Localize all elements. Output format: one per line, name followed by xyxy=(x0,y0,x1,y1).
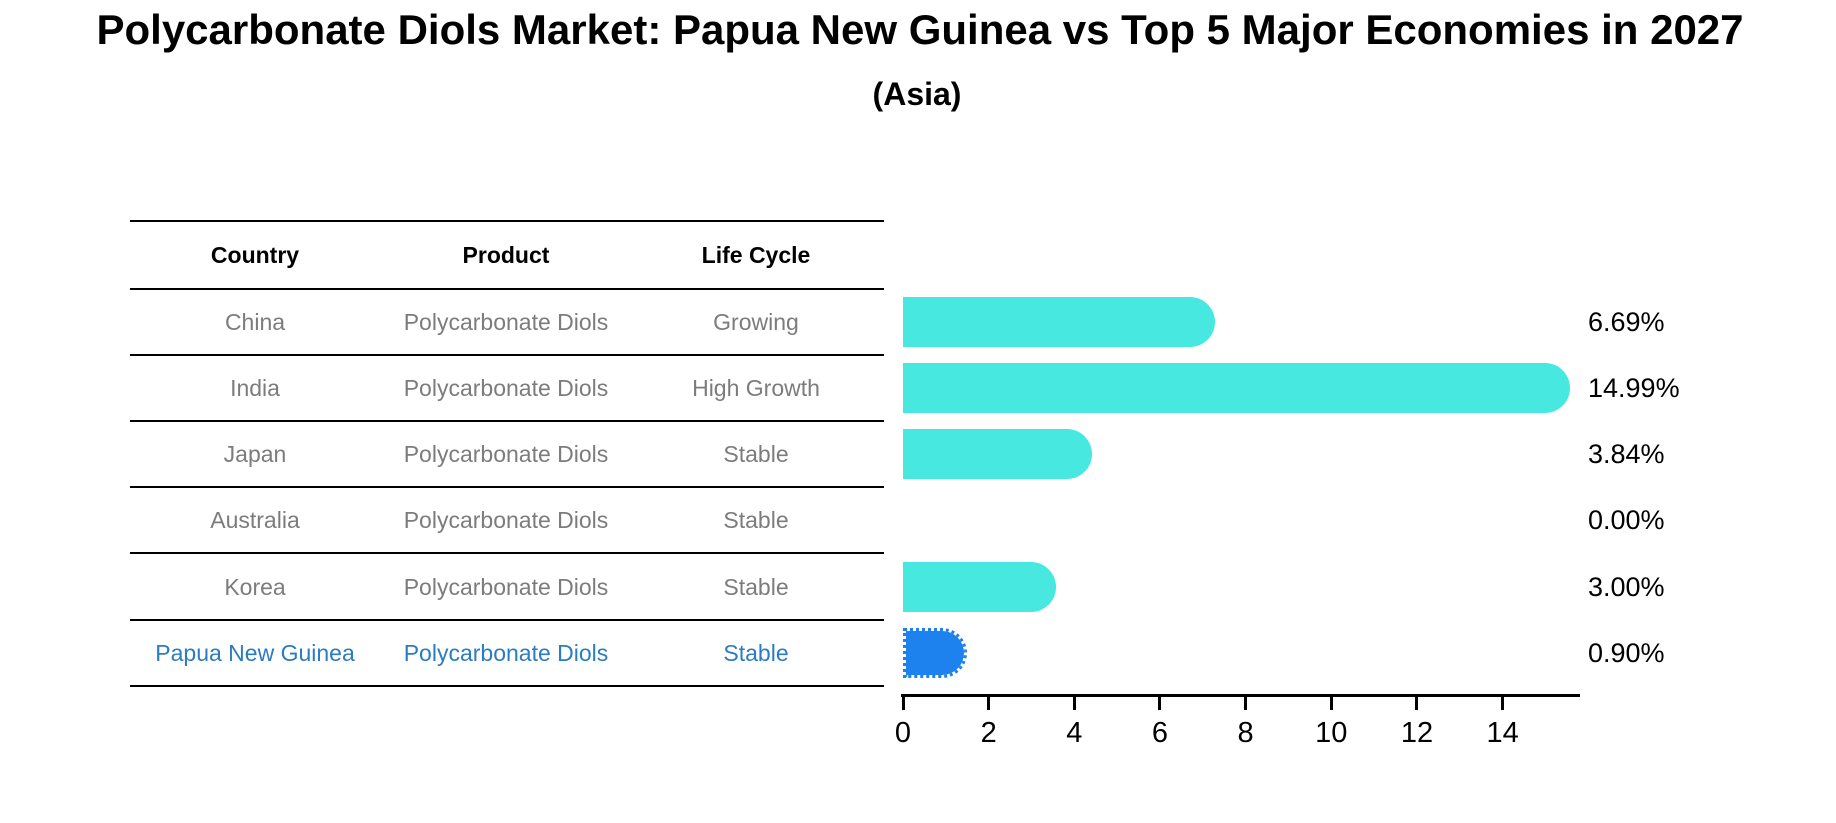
bar-india xyxy=(903,363,1571,413)
x-axis-tick xyxy=(1501,696,1505,710)
cell-product: Polycarbonate Diols xyxy=(403,507,609,533)
table-rule xyxy=(130,354,884,356)
cell-country: Korea xyxy=(224,574,286,600)
cell-product: Polycarbonate Diols xyxy=(403,375,609,401)
x-axis-tick xyxy=(1329,696,1333,710)
x-axis-tick-label: 6 xyxy=(1151,717,1169,749)
value-label: 0.90% xyxy=(1588,638,1665,668)
cell-life-cycle: Growing xyxy=(713,309,799,335)
table-rule xyxy=(130,552,884,554)
table-header-row: Country Product Life Cycle xyxy=(0,235,1836,275)
cell-product: Polycarbonate Diols xyxy=(403,640,609,666)
table-rule xyxy=(130,220,884,222)
bar-japan xyxy=(903,429,1093,479)
table-rule xyxy=(130,486,884,488)
table-row-highlighted: Papua New Guinea Polycarbonate Diols Sta… xyxy=(0,633,1836,673)
value-label: 0.00% xyxy=(1588,505,1665,535)
chart-subtitle: (Asia) xyxy=(872,76,962,112)
table-rule xyxy=(130,420,884,422)
column-header-product: Product xyxy=(462,242,550,268)
cell-life-cycle: High Growth xyxy=(692,375,820,401)
cell-product: Polycarbonate Diols xyxy=(403,309,609,335)
table-row: India Polycarbonate Diols High Growth xyxy=(0,368,1836,408)
x-axis-line xyxy=(901,694,1580,697)
table-rule xyxy=(130,288,884,290)
x-axis-tick xyxy=(1244,696,1248,710)
cell-country: Japan xyxy=(223,441,287,467)
x-axis-tick xyxy=(1415,696,1419,710)
cell-country: Papua New Guinea xyxy=(155,640,355,666)
x-axis-tick-label: 14 xyxy=(1486,717,1519,749)
table-rule xyxy=(130,685,884,687)
x-axis-tick-label: 0 xyxy=(894,717,912,749)
x-axis-tick-label: 4 xyxy=(1066,717,1083,749)
table-row: Australia Polycarbonate Diols Stable xyxy=(0,500,1836,540)
x-axis-tick xyxy=(901,696,905,710)
chart-title: Polycarbonate Diols Market: Papua New Gu… xyxy=(96,6,1744,53)
x-axis-tick xyxy=(1072,696,1076,710)
x-axis-tick-label: 8 xyxy=(1237,717,1254,749)
cell-product: Polycarbonate Diols xyxy=(403,574,609,600)
table-rule xyxy=(130,619,884,621)
table-row: China Polycarbonate Diols Growing xyxy=(0,302,1836,342)
table-row: Japan Polycarbonate Diols Stable xyxy=(0,434,1836,474)
cell-country: Australia xyxy=(210,507,300,533)
x-axis-tick xyxy=(1158,696,1162,710)
x-axis-tick-label: 2 xyxy=(980,717,997,749)
value-label: 14.99% xyxy=(1588,373,1680,403)
x-axis-tick-label: 10 xyxy=(1315,717,1348,749)
cell-life-cycle: Stable xyxy=(723,640,789,666)
value-label: 6.69% xyxy=(1588,307,1665,337)
x-axis-tick xyxy=(987,696,991,710)
cell-country: India xyxy=(230,375,280,401)
column-header-country: Country xyxy=(210,242,300,268)
bar-papua-new-guinea xyxy=(903,628,967,678)
cell-country: China xyxy=(224,309,286,335)
table-row: Korea Polycarbonate Diols Stable xyxy=(0,567,1836,607)
cell-life-cycle: Stable xyxy=(723,574,789,600)
value-label: 3.00% xyxy=(1588,572,1665,602)
bar-korea xyxy=(903,562,1057,612)
bar-china xyxy=(903,297,1215,347)
cell-life-cycle: Stable xyxy=(723,507,789,533)
cell-life-cycle: Stable xyxy=(723,441,789,467)
value-label: 3.84% xyxy=(1588,439,1665,469)
cell-product: Polycarbonate Diols xyxy=(403,441,609,467)
x-axis-tick-label: 12 xyxy=(1400,717,1434,749)
column-header-life-cycle: Life Cycle xyxy=(701,242,811,268)
